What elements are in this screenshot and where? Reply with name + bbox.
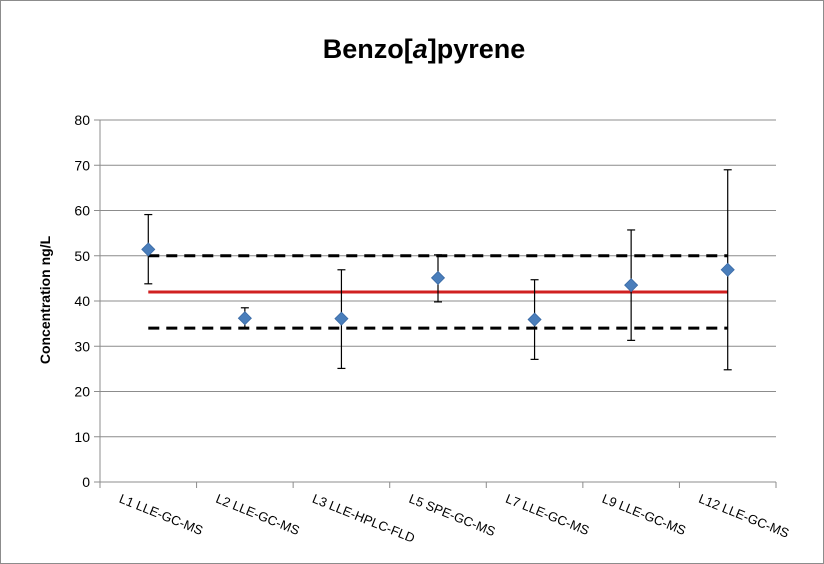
x-tick-label-2: L2 LLE-GC-MS xyxy=(214,491,302,538)
chart-title-prefix: Benzo[ xyxy=(323,34,413,64)
data-point-2 xyxy=(237,311,252,326)
data-point-4 xyxy=(430,270,446,285)
y-tick-label-80: 80 xyxy=(74,112,90,128)
data-point-1 xyxy=(141,242,156,257)
x-tick-label-7: L12 LLE-GC-MS xyxy=(697,491,792,541)
axes xyxy=(94,119,777,488)
y-tick-label-20: 20 xyxy=(74,384,90,400)
data-point-6 xyxy=(624,278,639,293)
x-tick-labels: L1 LLE-GC-MS L2 LLE-GC-MS L3 LLE-HPLC-FLDL… xyxy=(117,491,791,546)
y-tick-label-40: 40 xyxy=(74,293,90,309)
chart-title-italic: a xyxy=(413,34,428,64)
data-point-7 xyxy=(720,262,735,277)
y-tick-label-60: 60 xyxy=(74,203,90,219)
y-tick-label-10: 10 xyxy=(74,429,90,445)
chart-title-suffix: ]pyrene xyxy=(428,34,526,64)
data-point-5 xyxy=(527,312,542,327)
x-tick-label-4: L5 SPE-GC-MS xyxy=(407,491,498,539)
x-tick-label-5: L7 LLE-GC-MS xyxy=(503,491,591,538)
y-tick-label-0: 0 xyxy=(82,474,90,490)
y-axis-label: Concentration ng/L xyxy=(37,235,53,364)
y-tick-label-30: 30 xyxy=(74,338,90,354)
data-point-3 xyxy=(334,311,349,326)
y-tick-label-70: 70 xyxy=(74,157,90,173)
x-tick-label-1: L1 LLE-GC-MS xyxy=(117,491,205,538)
y-tick-labels: 0 10 20 30 40 50 60 70 80 xyxy=(74,112,90,490)
y-tick-label-50: 50 xyxy=(74,248,90,264)
data-points xyxy=(141,242,735,327)
x-tick-label-6: L9 LLE-GC-MS xyxy=(600,491,688,538)
error-bars xyxy=(144,169,732,371)
chart-title: Benzo[a]pyrene xyxy=(323,34,526,64)
x-tick-label-3: L3 LLE-HPLC-FLD xyxy=(310,491,417,546)
